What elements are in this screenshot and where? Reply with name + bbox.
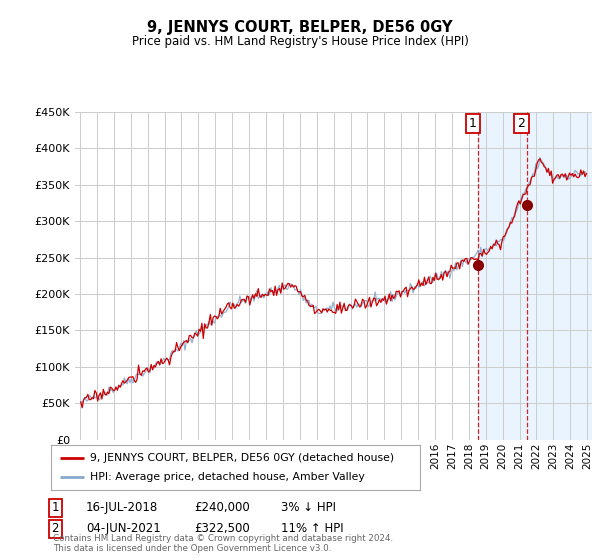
Text: £240,000: £240,000 — [194, 501, 250, 515]
Text: 9, JENNYS COURT, BELPER, DE56 0GY (detached house): 9, JENNYS COURT, BELPER, DE56 0GY (detac… — [90, 452, 394, 463]
Text: Price paid vs. HM Land Registry's House Price Index (HPI): Price paid vs. HM Land Registry's House … — [131, 35, 469, 48]
Text: 3% ↓ HPI: 3% ↓ HPI — [281, 501, 336, 515]
Text: Contains HM Land Registry data © Crown copyright and database right 2024.
This d: Contains HM Land Registry data © Crown c… — [53, 534, 393, 553]
Text: 2: 2 — [52, 522, 59, 535]
Text: 1: 1 — [469, 117, 477, 130]
Text: 9, JENNYS COURT, BELPER, DE56 0GY: 9, JENNYS COURT, BELPER, DE56 0GY — [147, 20, 453, 35]
Text: 11% ↑ HPI: 11% ↑ HPI — [281, 522, 343, 535]
Text: 1: 1 — [52, 501, 59, 515]
Text: HPI: Average price, detached house, Amber Valley: HPI: Average price, detached house, Ambe… — [90, 473, 364, 483]
Text: 04-JUN-2021: 04-JUN-2021 — [86, 522, 161, 535]
Bar — [478, 112, 592, 440]
Text: 16-JUL-2018: 16-JUL-2018 — [86, 501, 158, 515]
Text: £322,500: £322,500 — [194, 522, 250, 535]
Text: 2: 2 — [518, 117, 526, 130]
